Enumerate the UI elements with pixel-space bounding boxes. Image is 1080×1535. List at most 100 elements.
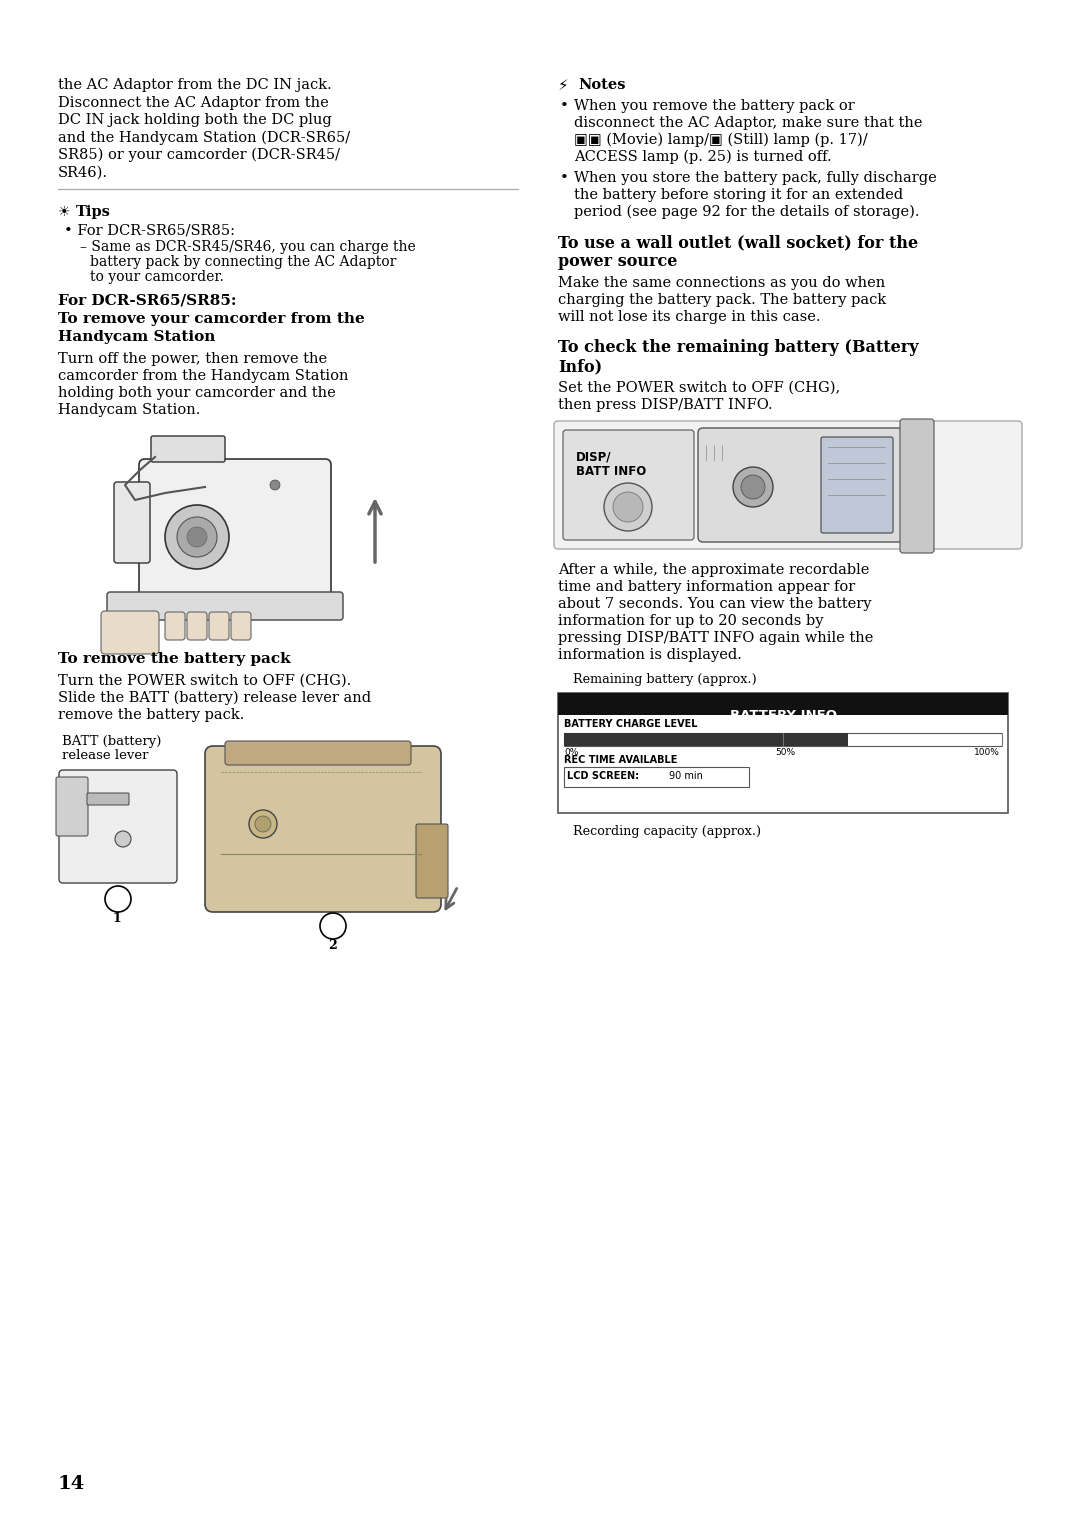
Circle shape xyxy=(249,810,276,838)
Text: DC IN jack holding both the DC plug: DC IN jack holding both the DC plug xyxy=(58,114,332,127)
Text: 2: 2 xyxy=(328,939,337,952)
FancyBboxPatch shape xyxy=(187,612,207,640)
Text: Slide the BATT (battery) release lever and: Slide the BATT (battery) release lever a… xyxy=(58,691,372,706)
Text: BATTERY CHARGE LEVEL: BATTERY CHARGE LEVEL xyxy=(564,718,698,729)
Text: – Same as DCR-SR45/SR46, you can charge the: – Same as DCR-SR45/SR46, you can charge … xyxy=(80,239,416,253)
Text: Tips: Tips xyxy=(76,206,111,220)
Text: pressing DISP/BATT INFO again while the: pressing DISP/BATT INFO again while the xyxy=(558,631,874,645)
Circle shape xyxy=(165,505,229,569)
Text: BATT INFO: BATT INFO xyxy=(576,465,646,477)
Text: camcorder from the Handycam Station: camcorder from the Handycam Station xyxy=(58,368,349,384)
Text: DISP/: DISP/ xyxy=(576,451,611,464)
FancyBboxPatch shape xyxy=(554,421,1022,550)
Text: When you remove the battery pack or: When you remove the battery pack or xyxy=(573,98,854,114)
Text: time and battery information appear for: time and battery information appear for xyxy=(558,580,855,594)
Text: information is displayed.: information is displayed. xyxy=(558,648,742,662)
Text: Info): Info) xyxy=(558,358,603,375)
Text: holding both your camcorder and the: holding both your camcorder and the xyxy=(58,385,336,401)
Circle shape xyxy=(114,830,131,847)
Text: 0%: 0% xyxy=(564,748,579,757)
Text: For DCR-SR65/SR85:: For DCR-SR65/SR85: xyxy=(58,295,237,309)
Text: 50%: 50% xyxy=(775,748,795,757)
FancyBboxPatch shape xyxy=(56,777,87,837)
Text: SR85) or your camcorder (DCR-SR45/: SR85) or your camcorder (DCR-SR45/ xyxy=(58,147,340,163)
Text: Set the POWER switch to OFF (CHG),: Set the POWER switch to OFF (CHG), xyxy=(558,381,840,394)
FancyBboxPatch shape xyxy=(900,419,934,553)
FancyBboxPatch shape xyxy=(210,612,229,640)
Text: To remove your camcorder from the: To remove your camcorder from the xyxy=(58,312,365,325)
Text: release lever: release lever xyxy=(62,749,149,761)
Text: •: • xyxy=(561,170,569,186)
Bar xyxy=(564,734,1002,746)
FancyBboxPatch shape xyxy=(225,741,411,764)
Circle shape xyxy=(320,913,346,939)
Text: Turn off the power, then remove the: Turn off the power, then remove the xyxy=(58,352,327,365)
Text: the AC Adaptor from the DC IN jack.: the AC Adaptor from the DC IN jack. xyxy=(58,78,332,92)
Bar xyxy=(564,768,750,787)
Text: the battery before storing it for an extended: the battery before storing it for an ext… xyxy=(573,187,903,203)
Text: 14: 14 xyxy=(58,1475,85,1494)
Text: Turn the POWER switch to OFF (CHG).: Turn the POWER switch to OFF (CHG). xyxy=(58,674,351,688)
Text: • For DCR-SR65/SR85:: • For DCR-SR65/SR85: xyxy=(64,224,235,238)
Text: SR46).: SR46). xyxy=(58,166,108,180)
Text: battery pack by connecting the AC Adaptor: battery pack by connecting the AC Adapto… xyxy=(90,255,396,269)
Text: 1: 1 xyxy=(113,912,122,926)
Text: BATTERY INFO: BATTERY INFO xyxy=(729,709,837,721)
Circle shape xyxy=(741,474,765,499)
Text: Make the same connections as you do when: Make the same connections as you do when xyxy=(558,276,886,290)
Text: information for up to 20 seconds by: information for up to 20 seconds by xyxy=(558,614,824,628)
Text: Disconnect the AC Adaptor from the: Disconnect the AC Adaptor from the xyxy=(58,95,328,109)
FancyBboxPatch shape xyxy=(107,593,343,620)
Text: BATT (battery): BATT (battery) xyxy=(62,735,161,748)
FancyBboxPatch shape xyxy=(231,612,251,640)
Text: to your camcorder.: to your camcorder. xyxy=(90,270,224,284)
FancyBboxPatch shape xyxy=(87,794,129,804)
Text: Notes: Notes xyxy=(578,78,625,92)
Text: Remaining battery (approx.): Remaining battery (approx.) xyxy=(573,672,757,686)
Text: When you store the battery pack, fully discharge: When you store the battery pack, fully d… xyxy=(573,170,936,186)
FancyBboxPatch shape xyxy=(102,611,159,654)
Text: power source: power source xyxy=(558,253,677,270)
Text: ACCESS lamp (p. 25) is turned off.: ACCESS lamp (p. 25) is turned off. xyxy=(573,150,832,164)
Text: After a while, the approximate recordable: After a while, the approximate recordabl… xyxy=(558,563,869,577)
Text: •: • xyxy=(561,98,569,114)
FancyBboxPatch shape xyxy=(114,482,150,563)
Text: Handycam Station.: Handycam Station. xyxy=(58,404,201,418)
Text: and the Handycam Station (DCR-SR65/: and the Handycam Station (DCR-SR65/ xyxy=(58,130,350,144)
Text: disconnect the AC Adaptor, make sure that the: disconnect the AC Adaptor, make sure tha… xyxy=(573,117,922,130)
Text: To use a wall outlet (wall socket) for the: To use a wall outlet (wall socket) for t… xyxy=(558,233,918,252)
Text: charging the battery pack. The battery pack: charging the battery pack. The battery p… xyxy=(558,293,887,307)
Text: 100%: 100% xyxy=(974,748,1000,757)
Text: To check the remaining battery (Battery: To check the remaining battery (Battery xyxy=(558,339,918,356)
FancyBboxPatch shape xyxy=(165,612,185,640)
Circle shape xyxy=(613,493,643,522)
FancyBboxPatch shape xyxy=(59,771,177,883)
FancyBboxPatch shape xyxy=(139,459,330,602)
FancyBboxPatch shape xyxy=(698,428,903,542)
FancyBboxPatch shape xyxy=(821,437,893,533)
Text: LCD SCREEN:: LCD SCREEN: xyxy=(567,771,639,781)
Text: Handycam Station: Handycam Station xyxy=(58,330,215,344)
Text: period (see page 92 for the details of storage).: period (see page 92 for the details of s… xyxy=(573,206,919,220)
Circle shape xyxy=(255,817,271,832)
Bar xyxy=(558,692,1008,814)
Text: REC TIME AVAILABLE: REC TIME AVAILABLE xyxy=(564,755,677,764)
Text: 90 min: 90 min xyxy=(669,771,703,781)
Bar xyxy=(558,692,1008,715)
Text: Recording capacity (approx.): Recording capacity (approx.) xyxy=(573,824,761,838)
FancyBboxPatch shape xyxy=(563,430,694,540)
Circle shape xyxy=(177,517,217,557)
Text: ☀: ☀ xyxy=(58,206,70,220)
Text: will not lose its charge in this case.: will not lose its charge in this case. xyxy=(558,310,821,324)
Text: ▣▣ (Movie) lamp/▣ (Still) lamp (p. 17)/: ▣▣ (Movie) lamp/▣ (Still) lamp (p. 17)/ xyxy=(573,134,867,147)
Text: remove the battery pack.: remove the battery pack. xyxy=(58,708,244,721)
Text: about 7 seconds. You can view the battery: about 7 seconds. You can view the batter… xyxy=(558,597,872,611)
Text: ⚡: ⚡ xyxy=(558,78,569,94)
Circle shape xyxy=(733,467,773,507)
Circle shape xyxy=(604,484,652,531)
Circle shape xyxy=(270,480,280,490)
FancyBboxPatch shape xyxy=(151,436,225,462)
Circle shape xyxy=(187,527,207,546)
Circle shape xyxy=(105,886,131,912)
Text: then press DISP/BATT INFO.: then press DISP/BATT INFO. xyxy=(558,398,772,411)
